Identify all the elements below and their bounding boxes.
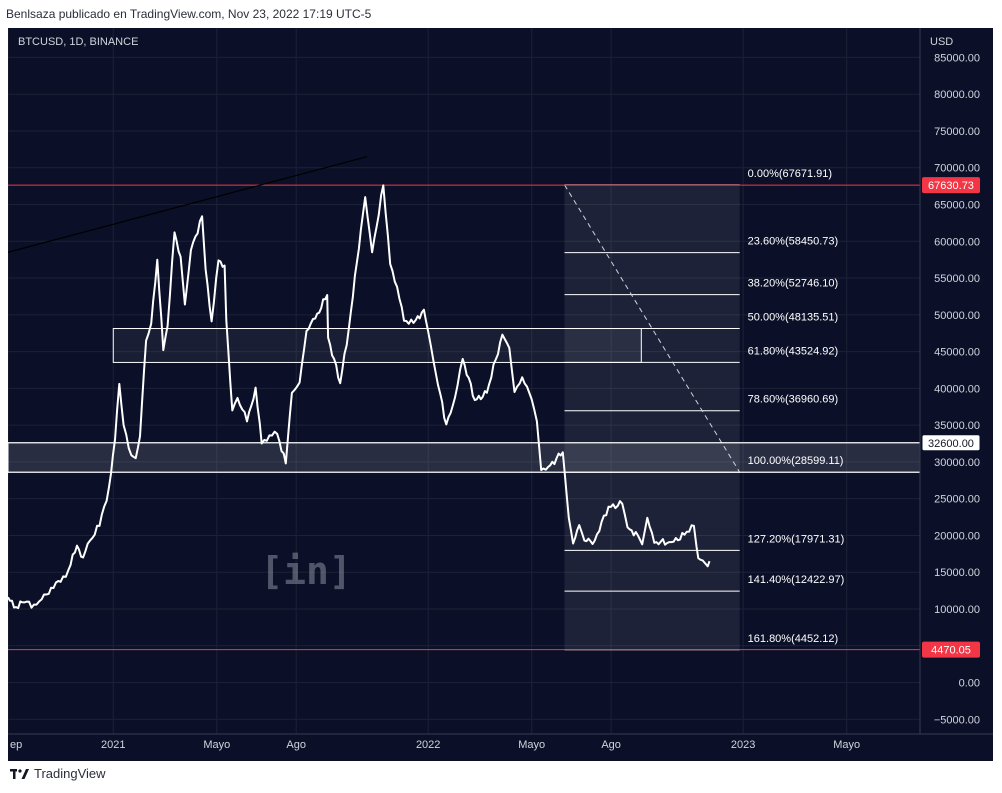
fib-level-label: 100.00%(28599.11) bbox=[748, 455, 844, 467]
x-tick-label: Mayo bbox=[203, 739, 230, 751]
y-tick-label: 60000.00 bbox=[934, 236, 980, 248]
fib-background bbox=[564, 184, 740, 650]
fib-level-label: 127.20%(17971.31) bbox=[748, 533, 845, 545]
currency-label: USD bbox=[930, 36, 953, 48]
fib-level-label: 38.20%(52746.10) bbox=[748, 278, 839, 290]
x-tick-label: 2023 bbox=[731, 739, 755, 751]
grid bbox=[8, 28, 920, 734]
x-tick-label: Ago bbox=[601, 739, 621, 751]
horizontal-lines[interactable] bbox=[8, 184, 920, 651]
x-tick-label: 2022 bbox=[416, 739, 440, 751]
y-tick-label: 55000.00 bbox=[934, 273, 980, 285]
y-tick-label: 40000.00 bbox=[934, 383, 980, 395]
fib-level-label: 61.80%(43524.92) bbox=[748, 345, 839, 357]
footer-brand: TradingView bbox=[34, 766, 106, 781]
y-tick-label: 10000.00 bbox=[934, 604, 980, 616]
tradingview-logo-icon bbox=[10, 768, 29, 779]
fib-level-label: 50.00%(48135.51) bbox=[748, 312, 839, 324]
x-tick-label: ep bbox=[10, 739, 22, 751]
zones bbox=[8, 328, 921, 473]
price-badge-label: 67630.73 bbox=[928, 180, 974, 192]
price-chart[interactable]: 0.00%(67671.91) 23.60%(58450.73) 38.20%(52… bbox=[8, 28, 993, 761]
watermark-logo: [in] bbox=[260, 549, 352, 593]
fib-level-label: 0.00%(67671.91) bbox=[748, 168, 832, 180]
y-tick-label: 65000.00 bbox=[934, 200, 980, 212]
y-tick-label: 75000.00 bbox=[934, 126, 980, 138]
price-badge-label: 32600.00 bbox=[928, 438, 974, 450]
fib-trend-dashed-line bbox=[564, 184, 741, 473]
symbol-title[interactable]: BTCUSD, 1D, BINANCE bbox=[18, 36, 138, 48]
price-axis[interactable] bbox=[920, 28, 993, 761]
y-tick-label: 15000.00 bbox=[934, 567, 980, 579]
price-badge bbox=[921, 434, 981, 452]
trend-line bbox=[8, 156, 368, 253]
x-tick-label: Mayo bbox=[833, 739, 860, 751]
price-series bbox=[8, 184, 711, 610]
price-badge bbox=[922, 177, 980, 194]
fibonacci-tool[interactable]: 0.00%(67671.91) 23.60%(58450.73) 38.20%(52… bbox=[564, 168, 845, 651]
y-tick-label: 50000.00 bbox=[934, 310, 980, 322]
y-tick-label: 35000.00 bbox=[934, 420, 980, 432]
fib-level-label: 161.80%(4452.12) bbox=[748, 633, 839, 645]
fib-level-label: 78.60%(36960.69) bbox=[748, 394, 839, 406]
price-badges: 67630.73 32600.00 4470.05 bbox=[921, 177, 981, 658]
fib-level-label: 141.40%(12422.97) bbox=[748, 574, 845, 586]
y-tick-label: −5000.00 bbox=[934, 714, 980, 726]
y-tick-label: 20000.00 bbox=[934, 530, 980, 542]
price-badge bbox=[922, 641, 980, 658]
y-tick-label: 30000.00 bbox=[934, 457, 980, 469]
x-tick-label: 2021 bbox=[101, 739, 125, 751]
y-tick-label: 80000.00 bbox=[934, 89, 980, 101]
y-tick-label: 70000.00 bbox=[934, 163, 980, 175]
price-badge-label: 4470.05 bbox=[931, 645, 971, 657]
x-tick-label: Mayo bbox=[518, 739, 545, 751]
chart-panel[interactable]: 0.00%(67671.91) 23.60%(58450.73) 38.20%(52… bbox=[8, 28, 993, 761]
publish-info: Benlsaza publicado en TradingView.com, N… bbox=[6, 7, 372, 21]
y-tick-label: 25000.00 bbox=[934, 494, 980, 506]
y-tick-label: 45000.00 bbox=[934, 347, 980, 359]
footer: TradingView bbox=[10, 766, 106, 781]
x-tick-label: Ago bbox=[286, 739, 306, 751]
y-tick-label: 0.00 bbox=[959, 678, 980, 690]
price-zone bbox=[112, 328, 642, 363]
y-tick-label: 85000.00 bbox=[934, 52, 980, 64]
trendline[interactable] bbox=[8, 156, 368, 253]
fib-level-label: 23.60%(58450.73) bbox=[748, 236, 839, 248]
x-axis-labels: ep 2021 Mayo Ago 2022 Mayo Ago 2023 Mayo bbox=[10, 739, 860, 751]
btc-price-line bbox=[8, 184, 711, 610]
